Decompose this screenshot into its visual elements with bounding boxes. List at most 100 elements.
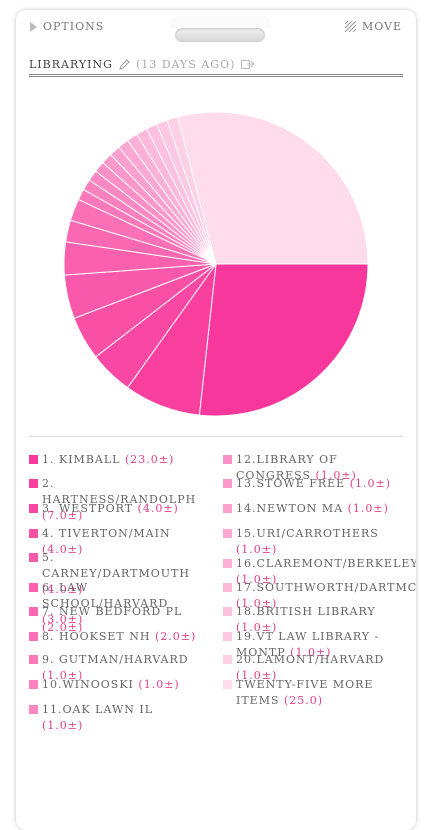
legend-label: 8. HOOKSET NH (2.0±) <box>42 629 197 645</box>
legend-swatch <box>29 553 38 562</box>
legend-value: (4.0±) <box>42 543 84 556</box>
legend-label-text: 20.LAMONT/HARVARD <box>236 653 385 666</box>
widget-title: LIBRARYING <box>29 57 113 71</box>
legend-label-text: 2. HARTNESS/RANDOLPH <box>42 477 197 506</box>
legend-label-text: 14.NEWTON MA <box>236 502 348 515</box>
legend-label: 16.CLAREMONT/BERKELEY (1.0±) <box>236 556 416 588</box>
legend-label-text: 17.SOUTHWORTH/DARTMC <box>236 581 416 594</box>
drag-handle[interactable] <box>175 28 265 42</box>
legend-label-text: 6. LAW SCHOOL/HARVARD <box>42 581 169 610</box>
legend-swatch <box>29 583 38 592</box>
legend-swatch <box>29 504 38 513</box>
legend-value: (1.0±) <box>42 719 84 732</box>
legend-label: 18.BRITISH LIBRARY (1.0±) <box>236 604 391 636</box>
legend-value: (1.0±) <box>315 469 357 482</box>
legend-swatch <box>29 632 38 641</box>
legend-value: (1.0±) <box>42 669 84 682</box>
legend-value: (4.0±) <box>42 583 84 596</box>
legend-value: (3.0±) <box>42 613 84 626</box>
legend-swatch <box>29 705 38 714</box>
pie-chart <box>63 111 369 417</box>
legend-value: (1.0±) <box>347 502 389 515</box>
legend-swatch <box>223 655 232 664</box>
legend-swatch <box>29 529 38 538</box>
legend-swatch <box>223 504 232 513</box>
legend-label: 7. NEW BEDFORD PL (2.0±) <box>42 604 197 636</box>
legend-label: 11.OAK LAWN IL (1.0±) <box>42 702 197 734</box>
legend-label: 17.SOUTHWORTH/DARTMC (1.0±) <box>236 580 416 612</box>
legend-value: (1.0±) <box>236 543 278 556</box>
legend-label: 14.NEWTON MA (1.0±) <box>236 501 391 517</box>
legend-label: 2. HARTNESS/RANDOLPH (7.0±) <box>42 476 197 524</box>
legend-value: (1.0±) <box>290 646 332 659</box>
legend-swatch <box>223 529 232 538</box>
pie-slice[interactable] <box>198 263 369 417</box>
legend-value: (2.0±) <box>42 621 84 634</box>
legend-value: (1.0±) <box>236 621 278 634</box>
divider <box>29 436 403 437</box>
legend-label-text: 4. TIVERTON/MAIN <box>42 527 171 540</box>
updated-ago: (13 DAYS AGO) <box>135 57 236 71</box>
hatch-icon <box>344 21 356 32</box>
legend-label: 6. LAW SCHOOL/HARVARD (3.0±) <box>42 580 197 628</box>
legend-label: 19.VT LAW LIBRARY - MONTP (1.0±) <box>236 629 391 661</box>
drag-grip-top <box>171 16 271 28</box>
legend-swatch <box>223 607 232 616</box>
legend-value: (1.0±) <box>138 678 180 691</box>
legend-label-text: 8. HOOKSET NH <box>42 630 155 643</box>
legend-value: (23.0±) <box>124 453 175 466</box>
legend-swatch <box>223 680 232 689</box>
legend-label: 3. WESTPORT (4.0±) <box>42 501 197 517</box>
legend-label-text: 7. NEW BEDFORD PL <box>42 605 183 618</box>
legend-value: (4.0±) <box>137 502 179 515</box>
legend-label-text: 12.LIBRARY OF CONGRESS <box>236 453 338 482</box>
widget-header: LIBRARYING (13 DAYS AGO) <box>29 54 403 77</box>
legend-label: 5. CARNEY/DARTMOUTH (4.0±) <box>42 550 197 598</box>
pie-slice[interactable] <box>176 111 369 265</box>
legend-label-text: 1. KIMBALL <box>42 453 125 466</box>
legend-swatch <box>223 455 232 464</box>
legend-label: 15.URI/CARROTHERS (1.0±) <box>236 526 391 558</box>
legend-swatch <box>223 632 232 641</box>
legend-label-text: 9. GUTMAN/HARVARD <box>42 653 189 666</box>
widget-card: OPTIONS MOVE LIBRARYING (13 DAYS AGO) 1.… <box>16 10 416 830</box>
legend-label-text: 5. CARNEY/DARTMOUTH <box>42 551 190 580</box>
legend-swatch <box>29 455 38 464</box>
legend-label-text: 19.VT LAW LIBRARY - MONTP <box>236 630 380 659</box>
legend-value: (7.0±) <box>42 509 84 522</box>
legend-label: 20.LAMONT/HARVARD (1.0±) <box>236 652 391 684</box>
legend-label: TWENTY-FIVE MORE ITEMS (25.0) <box>236 677 391 709</box>
legend-label: 4. TIVERTON/MAIN (4.0±) <box>42 526 197 558</box>
legend-label: 1. KIMBALL (23.0±) <box>42 452 197 468</box>
legend-value: (1.0±) <box>236 573 278 586</box>
legend-swatch <box>223 479 232 488</box>
legend-label-text: TWENTY-FIVE MORE ITEMS <box>236 678 374 707</box>
triangle-right-icon <box>30 21 37 32</box>
legend-label-text: 13.STOWE FREE <box>236 477 350 490</box>
export-icon[interactable] <box>241 59 256 69</box>
move-button[interactable]: MOVE <box>344 20 402 33</box>
legend-swatch <box>29 680 38 689</box>
legend-label-text: 16.CLAREMONT/BERKELEY <box>236 557 416 570</box>
legend-label-text: 10.WINOOSKI <box>42 678 139 691</box>
legend-label: 13.STOWE FREE (1.0±) <box>236 476 391 492</box>
widget-topbar: OPTIONS MOVE <box>16 10 416 44</box>
legend-label-text: 18.BRITISH LIBRARY <box>236 605 376 618</box>
legend-value: (1.0±) <box>349 477 391 490</box>
legend-value: (1.0±) <box>236 597 278 610</box>
legend-swatch <box>29 607 38 616</box>
legend-swatch <box>223 559 232 568</box>
options-button[interactable]: OPTIONS <box>30 20 104 33</box>
legend-swatch <box>29 479 38 488</box>
legend-swatch <box>223 583 232 592</box>
legend-value: (25.0) <box>284 694 324 707</box>
legend-label: 10.WINOOSKI (1.0±) <box>42 677 197 693</box>
legend-value: (1.0±) <box>236 669 278 682</box>
legend-label-text: 3. WESTPORT <box>42 502 138 515</box>
pencil-icon[interactable] <box>119 58 130 70</box>
legend-label: 12.LIBRARY OF CONGRESS (1.0±) <box>236 452 391 484</box>
legend-label-text: 11.OAK LAWN IL <box>42 703 154 716</box>
legend-swatch <box>29 655 38 664</box>
legend-label-text: 15.URI/CARROTHERS <box>236 527 379 540</box>
legend-label: 9. GUTMAN/HARVARD (1.0±) <box>42 652 197 684</box>
